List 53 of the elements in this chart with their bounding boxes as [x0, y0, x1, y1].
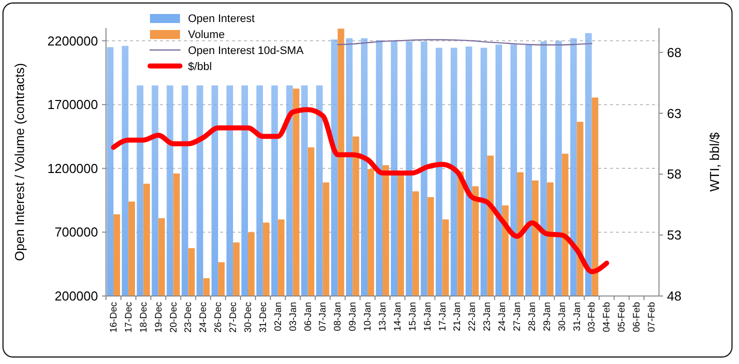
- y-tick-label: 200000: [54, 288, 98, 304]
- legend-label: Open Interest 10d-SMA: [188, 44, 304, 57]
- x-tick-label: 18-Dec: [138, 302, 150, 333]
- x-tick-label: 03-Jan: [288, 302, 299, 332]
- y-tick-label: 1200000: [47, 160, 98, 176]
- y2-tick-label: 58: [667, 166, 682, 182]
- x-tick-label: 29-Jan: [542, 302, 553, 332]
- x-tick-label: 09-Jan: [348, 302, 359, 332]
- x-tick-label: 15-Jan: [407, 302, 418, 332]
- x-tick-label: 30-Dec: [242, 302, 254, 333]
- x-tick-label: 06-Jan: [302, 302, 314, 332]
- x-tick-label: 22-Jan: [467, 302, 478, 332]
- x-tick-label: 07-Feb: [646, 302, 658, 332]
- x-tick-label: 06-Feb: [632, 302, 643, 332]
- x-tick-label: 20-Dec: [168, 302, 180, 333]
- x-tick-label: 31-Jan: [572, 302, 583, 332]
- legend-label: Open Interest: [188, 12, 255, 25]
- y-tick-label: 700000: [54, 224, 98, 240]
- x-tick-label: 14-Jan: [392, 302, 404, 332]
- x-tick-label: 02-Jan: [272, 302, 284, 332]
- y2-tick-label: 63: [667, 106, 682, 121]
- y2-tick-label: 68: [667, 44, 682, 60]
- x-tick-label: 30-Jan: [556, 302, 568, 332]
- x-tick-label: 23-Dec: [183, 302, 194, 333]
- legend-label: $/bbl: [188, 60, 212, 73]
- y2-tick-label: 48: [667, 288, 682, 304]
- x-tick-label: 16-Jan: [422, 302, 434, 332]
- x-tick-label: 24-Dec: [198, 302, 210, 333]
- x-tick-label: 23-Jan: [482, 302, 494, 332]
- x-tick-label: 08-Jan: [332, 302, 344, 332]
- y-axis-title: Open Interest / Volume (contracts): [12, 63, 27, 261]
- x-tick-label: 16-Dec: [108, 302, 120, 333]
- x-tick-label: 26-Dec: [213, 302, 224, 333]
- x-tick-label: 17-Jan: [437, 302, 448, 332]
- x-tick-label: 21-Jan: [452, 302, 464, 332]
- x-tick-label: 04-Feb: [602, 302, 613, 332]
- x-tick-label: 17-Dec: [123, 302, 134, 333]
- x-tick-label: 13-Jan: [378, 302, 388, 332]
- y-tick-label: 2200000: [47, 33, 98, 48]
- y2-tick-label: 53: [667, 228, 682, 243]
- x-tick-label: 10-Jan: [362, 302, 374, 332]
- x-tick-label: 07-Jan: [318, 302, 329, 332]
- legend-label: Volume: [188, 28, 225, 41]
- x-tick-label: 28-Jan: [526, 302, 538, 332]
- x-tick-label: 27-Dec: [228, 302, 240, 333]
- x-tick-label: 19-Dec: [153, 302, 164, 333]
- x-tick-label: 31-Dec: [258, 302, 269, 333]
- y-tick-label: 1700000: [47, 97, 98, 112]
- y2-axis-title: WTI, bbl/$: [707, 132, 722, 192]
- x-tick-label: 24-Jan: [497, 302, 508, 332]
- x-tick-label: 05-Feb: [616, 302, 628, 332]
- x-tick-label: 03-Feb: [586, 302, 598, 332]
- x-tick-label: 27-Jan: [512, 302, 524, 332]
